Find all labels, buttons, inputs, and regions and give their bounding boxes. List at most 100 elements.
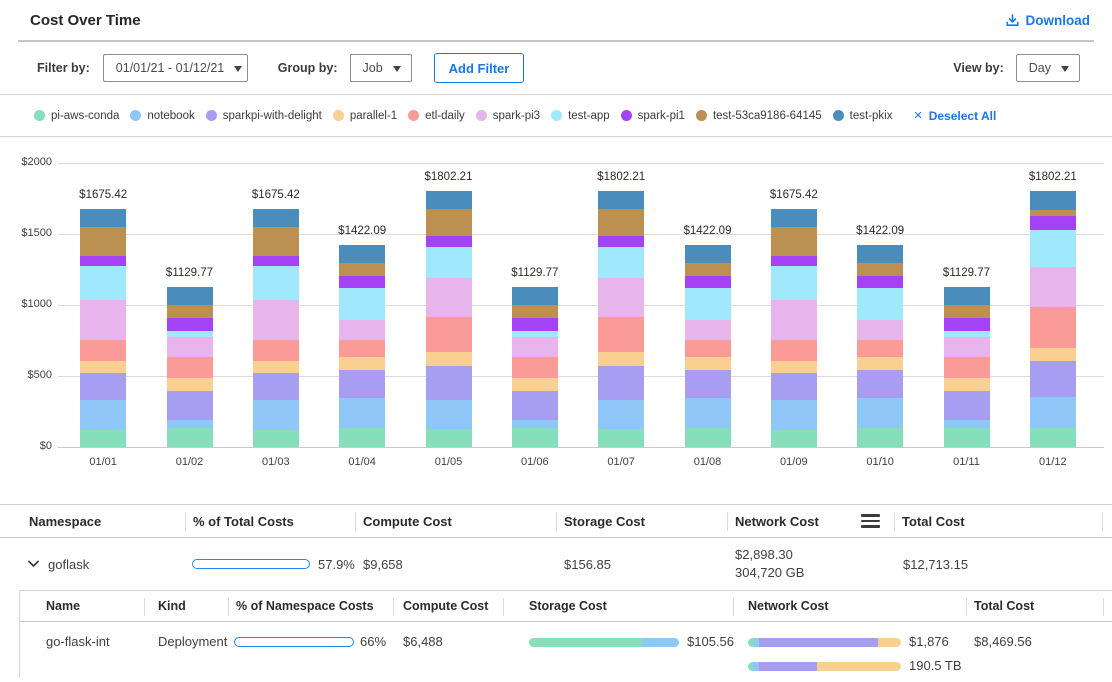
network-usage-value: 304,720 GB [735, 565, 805, 580]
bar-segment [758, 637, 879, 647]
bar-segment-test-53ca9186-64145 [80, 227, 127, 257]
bar-segment-sparkpi-with-delight [166, 391, 213, 421]
legend-label: pi-aws-conda [51, 109, 120, 122]
bar-segment-notebook [943, 420, 990, 429]
bar-total-label: $1129.77 [511, 266, 559, 279]
legend-item-test-53ca9186-64145[interactable]: test-53ca9186-64145 [695, 110, 822, 122]
storage-cost-bar [529, 637, 679, 647]
legend-item-sparkpi-with-delight[interactable]: sparkpi-with-delight [205, 109, 322, 122]
bar-segment-etl-daily [339, 340, 386, 358]
bar-segment-test-53ca9186-64145 [1029, 209, 1076, 217]
bar-segment-parallel-1 [943, 377, 990, 392]
group-by-select[interactable]: Job [349, 54, 412, 82]
add-filter-button[interactable]: Add Filter [433, 53, 525, 83]
download-button[interactable]: Download [1005, 13, 1090, 28]
date-range-select[interactable]: 01/01/21 - 01/12/21 [102, 54, 248, 82]
chevron-down-icon[interactable] [28, 560, 39, 568]
bar-segment-test-app [339, 287, 386, 320]
bar-segment-pi-aws-conda [166, 428, 213, 447]
bar-segment-test-53ca9186-64145 [943, 305, 990, 318]
bar-segment-spark-pi3 [770, 300, 817, 341]
stacked-bar-01/10[interactable] [857, 245, 904, 447]
bar-segment [641, 637, 679, 647]
group-by-value: Job [362, 61, 383, 75]
bar-segment-test-app [770, 265, 817, 301]
legend-label: parallel-1 [349, 109, 398, 122]
bar-segment-parallel-1 [857, 357, 904, 371]
bar-segment-notebook [166, 420, 213, 429]
stacked-bar-01/12[interactable] [1029, 191, 1076, 447]
bar-segment-etl-daily [943, 356, 990, 378]
bar-segment-spark-pi3 [252, 300, 299, 341]
legend-item-etl-daily[interactable]: etl-daily [408, 110, 465, 122]
bar-segment-sparkpi-with-delight [80, 372, 127, 401]
legend-item-spark-pi1[interactable]: spark-pi1 [620, 109, 685, 122]
stacked-bar-01/11[interactable] [943, 286, 990, 447]
workload-kind: Deployment [158, 634, 228, 649]
compute-cost-value: $6,488 [403, 634, 443, 649]
column-header-compute-cost: Compute Cost [393, 591, 503, 621]
stacked-bar-01/07[interactable] [598, 191, 645, 447]
bar-segment-spark-pi1 [166, 317, 213, 331]
network-cost-cell: $1,876 190.5 TB [733, 634, 966, 674]
y-axis-tick-label: $1500 [21, 227, 52, 239]
stacked-bar-01/05[interactable] [425, 191, 472, 447]
view-by-label: View by: [953, 61, 1004, 75]
bar-segment-pi-aws-conda [339, 427, 386, 447]
legend-item-parallel-1[interactable]: parallel-1 [332, 109, 398, 122]
bar-segment-parallel-1 [425, 352, 472, 366]
bar-segment-sparkpi-with-delight [598, 365, 645, 400]
stacked-bar-01/02[interactable] [166, 286, 213, 447]
cost-over-time-chart: $0 $500 $1000 $1500 $2000 $1675.42 01/01 $1129.… [0, 137, 1112, 504]
bar-segment-test-app [511, 330, 558, 338]
legend-label: spark-pi1 [637, 109, 685, 122]
bar-segment-etl-daily [252, 340, 299, 361]
bar-segment-etl-daily [857, 340, 904, 358]
bar-segment-test-pkix [598, 191, 645, 210]
filter-toolbar: Filter by: 01/01/21 - 01/12/21 Group by:… [0, 42, 1112, 95]
network-usage-bar [748, 661, 901, 671]
legend-label: etl-daily [425, 109, 465, 122]
bar-segment-parallel-1 [80, 360, 127, 373]
stacked-bar-01/08[interactable] [684, 245, 731, 447]
column-header-network-cost: Network Cost [733, 591, 966, 621]
column-header-namespace: Namespace [29, 513, 102, 529]
legend-item-test-pkix[interactable]: test-pkix [832, 110, 892, 122]
gridline [58, 376, 1104, 377]
stacked-bar-01/06[interactable] [511, 286, 558, 447]
x-axis-tick-label: 01/12 [1039, 456, 1067, 468]
column-header-total-cost: Total Cost [894, 505, 1112, 537]
deselect-all-button[interactable]: ✕ Deselect All [913, 108, 997, 123]
view-by-select[interactable]: Day [1015, 54, 1080, 82]
bar-segment-test-pkix [252, 209, 299, 228]
table-row: goflask 57.9% $9,658 $156.85 $2,898.30 3… [0, 538, 1112, 590]
legend-item-test-app[interactable]: test-app [551, 110, 610, 122]
divider [18, 40, 1094, 42]
filter-by-label: Filter by: [37, 61, 90, 75]
bar-segment-test-53ca9186-64145 [770, 227, 817, 257]
legend-item-pi-aws-conda[interactable]: pi-aws-conda [34, 110, 119, 122]
legend-item-notebook[interactable]: notebook [130, 110, 195, 122]
x-axis-tick-label: 01/05 [434, 456, 463, 468]
x-axis-tick-label: 01/07 [607, 456, 635, 468]
stacked-bar-01/01[interactable] [80, 209, 127, 447]
pct-total-costs-value: 57.9% [318, 556, 355, 572]
bar-segment-sparkpi-with-delight [339, 370, 386, 398]
bar-total-label: $1675.42 [769, 189, 818, 202]
column-settings-icon[interactable] [861, 514, 880, 528]
gridline [58, 234, 1104, 235]
legend-label: spark-pi3 [492, 109, 541, 122]
stacked-bar-01/04[interactable] [339, 245, 386, 447]
legend-item-spark-pi3[interactable]: spark-pi3 [475, 109, 541, 122]
x-axis-tick-label: 01/03 [262, 456, 290, 468]
bar-segment [754, 637, 759, 647]
bar-segment-spark-pi3 [425, 278, 472, 317]
legend-label: sparkpi-with-delight [222, 109, 322, 122]
bar-segment-test-app [684, 287, 731, 320]
x-axis-tick-label: 01/06 [521, 456, 549, 468]
workload-name: go-flask-int [46, 634, 110, 649]
bar-segment [529, 637, 642, 647]
bar-segment-parallel-1 [511, 377, 558, 392]
stacked-bar-01/09[interactable] [770, 209, 817, 447]
stacked-bar-01/03[interactable] [252, 209, 299, 447]
